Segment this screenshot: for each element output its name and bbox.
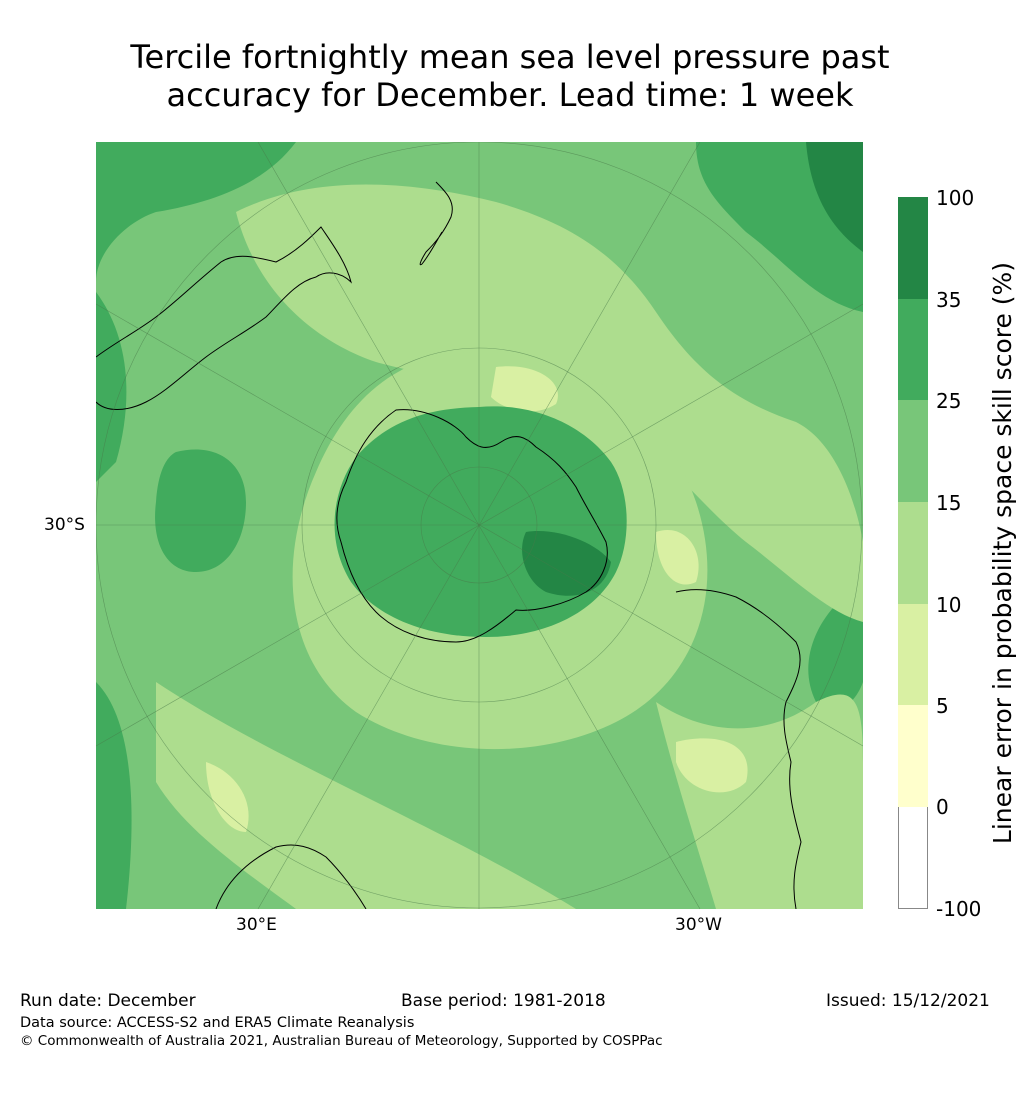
colorbar-bin-25-35 — [898, 299, 928, 400]
base-period: Base period: 1981-2018 — [401, 991, 606, 1011]
colorbar-tick-100: 100 — [936, 186, 975, 210]
polar-skill-map — [96, 142, 863, 909]
run-date: Run date: December — [20, 991, 196, 1011]
coast-south-america — [675, 589, 802, 909]
meridian-150 — [257, 142, 701, 909]
lon-label-30e: 30°E — [236, 915, 277, 935]
data-source: Data source: ACCESS-S2 and ERA5 Climate … — [20, 1015, 415, 1031]
colorbar-bin-0-5 — [898, 705, 928, 807]
lon-label-30w: 30°W — [675, 915, 722, 935]
colorbar-bin-10-15 — [898, 502, 928, 604]
skill-band-south — [156, 682, 576, 909]
chart-title: Tercile fortnightly mean sea level press… — [0, 38, 1020, 114]
skill-patch-pale-1 — [491, 366, 558, 412]
colorbar-tick-5: 5 — [936, 694, 949, 718]
colorbar-bin-5-10 — [898, 604, 928, 705]
colorbar-tick-35: 35 — [936, 288, 962, 312]
skill-patch-pale-2 — [676, 738, 748, 793]
skill-region-sw — [96, 682, 132, 909]
skill-antarctica — [334, 406, 627, 637]
title-line-1: Tercile fortnightly mean sea level press… — [130, 38, 890, 76]
skill-region-west-edge — [96, 292, 127, 482]
skill-patch-pale-3 — [206, 762, 249, 832]
issued-date: Issued: 15/12/2021 — [826, 991, 990, 1011]
skill-region-nw — [96, 142, 296, 282]
colorbar-tick-25: 25 — [936, 389, 962, 413]
colorbar — [898, 197, 928, 909]
colorbar-tick-neg100: -100 — [936, 897, 982, 921]
coast-antarctica — [336, 409, 608, 643]
colorbar-bin-35-100 — [898, 197, 928, 299]
coast-new-zealand — [419, 181, 453, 266]
colorbar-label: Linear error in probability space skill … — [988, 261, 1017, 845]
colorbar-bin-15-25 — [898, 400, 928, 502]
coast-africa — [215, 844, 367, 909]
coast-australia — [96, 226, 352, 410]
colorbar-tick-0: 0 — [936, 795, 949, 819]
skill-region-west-blob — [155, 449, 246, 572]
colorbar-tick-15: 15 — [936, 491, 962, 515]
skill-patch-pale-4 — [656, 530, 699, 585]
colorbar-bin-neg100-0 — [898, 807, 928, 909]
skill-region-ne-dark — [806, 142, 863, 252]
lat-label-30s: 30°S — [44, 515, 85, 535]
copyright: © Commonwealth of Australia 2021, Austra… — [20, 1033, 663, 1049]
skill-band-north — [236, 184, 863, 622]
graticule — [96, 142, 863, 909]
title-line-2: accuracy for December. Lead time: 1 week — [166, 76, 854, 114]
colorbar-tick-10: 10 — [936, 593, 962, 617]
skill-dark-patch — [522, 531, 611, 596]
